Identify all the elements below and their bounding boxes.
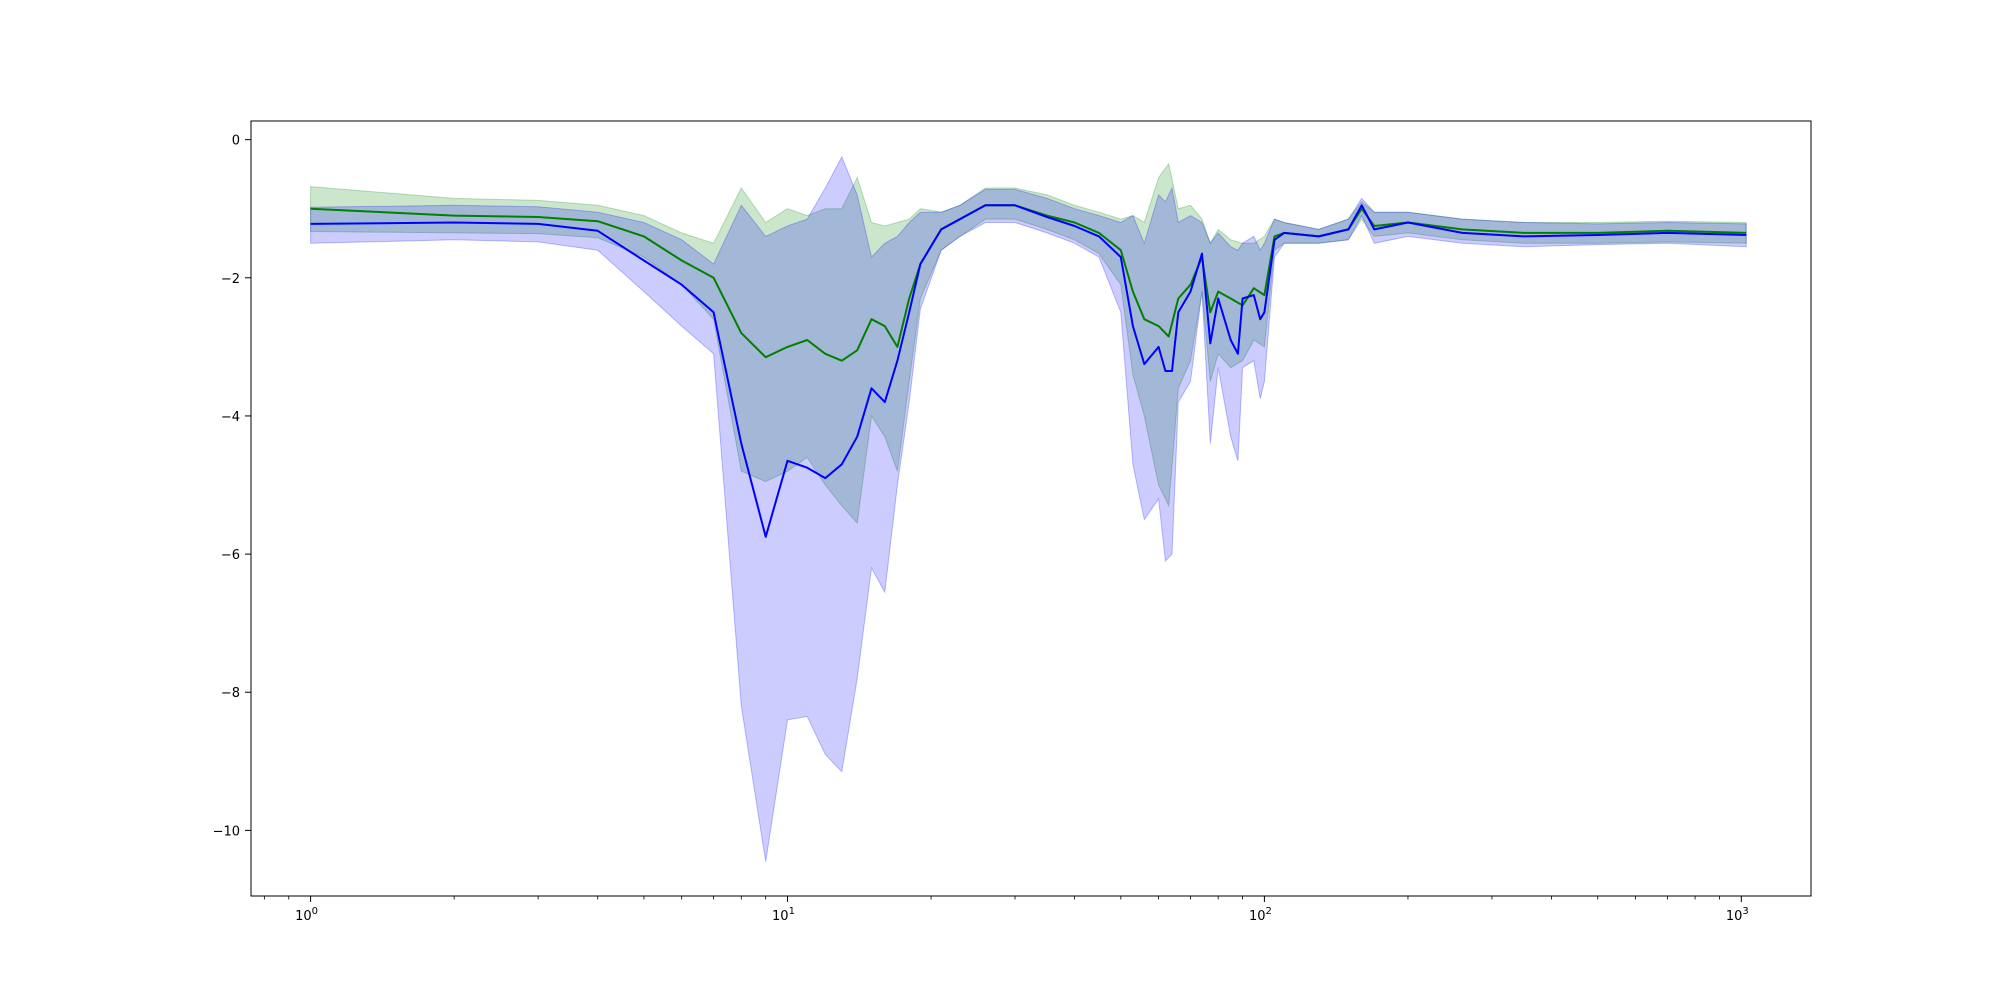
- x-tick-label: 100: [295, 906, 318, 924]
- x-tick-label: 101: [772, 906, 795, 924]
- x-tick-label: 102: [1249, 906, 1272, 924]
- series-1-band: [310, 155, 1747, 862]
- x-tick-label: 103: [1726, 906, 1749, 924]
- y-tick-label: 0: [232, 134, 240, 149]
- y-tick-label: −2: [221, 272, 240, 287]
- y-tick-label: −6: [221, 548, 240, 563]
- confidence-bands: [310, 155, 1747, 862]
- series-1-line: [310, 204, 1747, 538]
- y-axis: 0 −2 −4 −6 −8 −10: [213, 134, 251, 839]
- y-tick-label: −4: [221, 410, 240, 425]
- series-lines: [310, 204, 1747, 538]
- x-axis: 100 101 102 103: [263, 896, 1749, 924]
- plot-frame: [250, 120, 1812, 897]
- y-tick-label: −10: [213, 824, 240, 839]
- y-tick-label: −8: [221, 686, 240, 701]
